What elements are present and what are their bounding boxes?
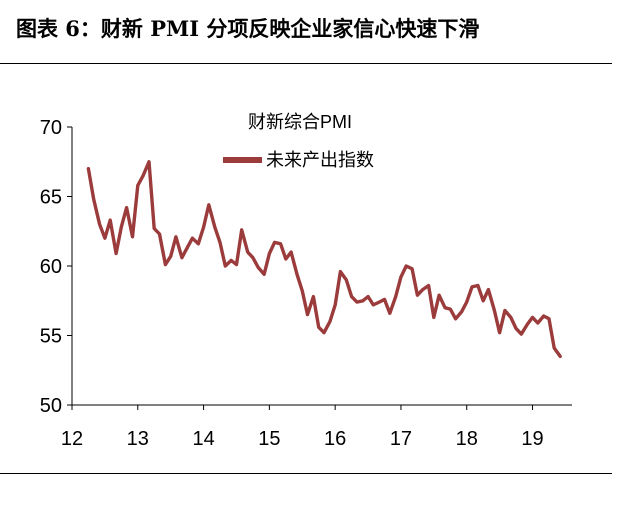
x-axis-ticks: 12 13 14 15 16 17 18 19 <box>61 405 544 450</box>
y-axis-ticks: 50 55 60 65 70 <box>40 117 72 417</box>
y-tick-label: 60 <box>40 256 62 278</box>
chart-title: 财新综合PMI <box>248 112 352 132</box>
x-tick-label: 13 <box>127 428 149 450</box>
x-tick-label: 12 <box>61 428 83 450</box>
y-tick-label: 55 <box>40 326 62 348</box>
x-tick-label: 16 <box>324 428 346 450</box>
x-tick-label: 19 <box>521 428 543 450</box>
bottom-rule <box>0 473 612 474</box>
plot-series <box>86 160 562 359</box>
x-tick-label: 17 <box>390 428 412 450</box>
x-tick-label: 18 <box>456 428 478 450</box>
series-line <box>86 160 562 359</box>
x-tick-label: 14 <box>192 428 214 450</box>
legend-label: 未来产出指数 <box>266 150 374 170</box>
y-tick-label: 50 <box>40 395 62 417</box>
y-tick-label: 65 <box>40 187 62 209</box>
x-tick-label: 15 <box>258 428 280 450</box>
y-tick-label: 70 <box>40 117 62 139</box>
legend: 未来产出指数 <box>223 150 374 170</box>
figure-title: 图表 6：财新 PMI 分项反映企业家信心快速下滑 <box>16 16 480 41</box>
top-rule <box>0 63 612 64</box>
